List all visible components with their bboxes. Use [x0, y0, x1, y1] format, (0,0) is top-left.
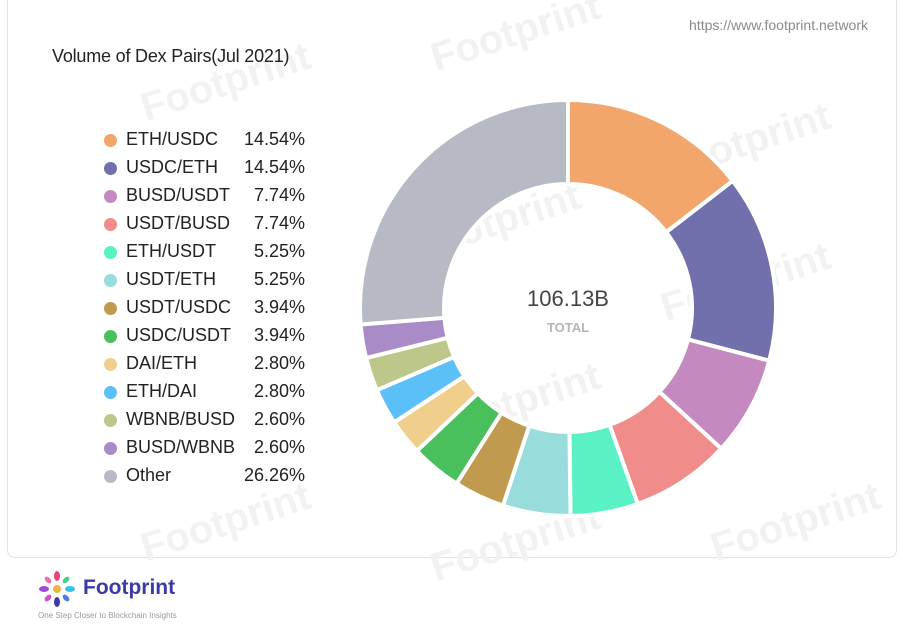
donut-slices — [358, 97, 778, 519]
chart-legend: ETH/USDC 14.54% USDC/ETH 14.54% BUSD/USDT 7.7… — [104, 128, 314, 492]
legend-item[interactable]: USDT/USDC 3.94% — [104, 296, 314, 324]
legend-label: USDC/USDT — [126, 325, 232, 345]
footer-tagline: One Step Closer to Blockchain Insights — [38, 611, 177, 620]
legend-label: USDT/BUSD — [126, 213, 231, 233]
legend-label: ETH/USDC — [126, 129, 219, 149]
legend-item[interactable]: Other 26.26% — [104, 464, 314, 492]
legend-swatch — [104, 134, 117, 147]
legend-percent: 26.26% — [243, 465, 305, 485]
legend-percent: 14.54% — [243, 157, 305, 177]
chart-title: Volume of Dex Pairs(Jul 2021) — [52, 46, 290, 66]
center-total-label: TOTAL — [547, 320, 589, 335]
legend-swatch — [104, 358, 117, 371]
legend-percent: 5.25% — [253, 241, 305, 261]
legend-percent: 14.54% — [243, 129, 305, 149]
legend-item[interactable]: BUSD/WBNB 2.60% — [104, 436, 314, 464]
legend-percent: 2.60% — [253, 437, 305, 457]
legend-swatch — [104, 442, 117, 455]
legend-label: USDT/ETH — [126, 269, 216, 289]
legend-percent: 2.80% — [253, 381, 305, 401]
legend-item[interactable]: ETH/USDT 5.25% — [104, 240, 314, 268]
watermark-text: Footprint — [425, 0, 606, 81]
legend-label: Other — [126, 465, 172, 485]
legend-swatch — [104, 386, 117, 399]
legend-swatch — [104, 302, 117, 315]
legend-item[interactable]: USDT/BUSD 7.74% — [104, 212, 314, 240]
legend-item[interactable]: DAI/ETH 2.80% — [104, 352, 314, 380]
legend-item[interactable]: BUSD/USDT 7.74% — [104, 184, 314, 212]
legend-swatch — [104, 190, 117, 203]
legend-item[interactable]: USDC/USDT 3.94% — [104, 324, 314, 352]
footprint-logo-icon — [39, 571, 75, 607]
legend-label: ETH/DAI — [126, 381, 198, 401]
legend-swatch — [104, 414, 117, 427]
legend-label: USDC/ETH — [126, 157, 219, 177]
legend-percent: 7.74% — [253, 213, 305, 233]
legend-label: USDT/USDC — [126, 297, 232, 317]
legend-item[interactable]: USDC/ETH 14.54% — [104, 156, 314, 184]
legend-percent: 3.94% — [253, 297, 305, 317]
legend-percent: 7.74% — [253, 185, 305, 205]
legend-swatch — [104, 330, 117, 343]
legend-label: DAI/ETH — [126, 353, 198, 373]
legend-item[interactable]: ETH/DAI 2.80% — [104, 380, 314, 408]
legend-swatch — [104, 162, 117, 175]
legend-percent: 2.60% — [253, 409, 305, 429]
footer-brand[interactable]: Footprint — [83, 576, 176, 599]
legend-percent: 5.25% — [253, 269, 305, 289]
donut-chart: 106.13B TOTAL — [358, 97, 778, 519]
legend-label: WBNB/BUSD — [126, 409, 236, 429]
donut-slice[interactable] — [358, 97, 570, 327]
legend-item[interactable]: USDT/ETH 5.25% — [104, 268, 314, 296]
source-url[interactable]: https://www.footprint.network — [689, 17, 868, 33]
legend-swatch — [104, 470, 117, 483]
legend-item[interactable]: WBNB/BUSD 2.60% — [104, 408, 314, 436]
legend-swatch — [104, 274, 117, 287]
center-total-value: 106.13B — [527, 286, 609, 311]
legend-item[interactable]: ETH/USDC 14.54% — [104, 128, 314, 156]
legend-swatch — [104, 246, 117, 259]
legend-label: BUSD/WBNB — [126, 437, 236, 457]
legend-label: ETH/USDT — [126, 241, 216, 261]
legend-percent: 2.80% — [253, 353, 305, 373]
legend-label: BUSD/USDT — [126, 185, 231, 205]
legend-percent: 3.94% — [253, 325, 305, 345]
legend-swatch — [104, 218, 117, 231]
